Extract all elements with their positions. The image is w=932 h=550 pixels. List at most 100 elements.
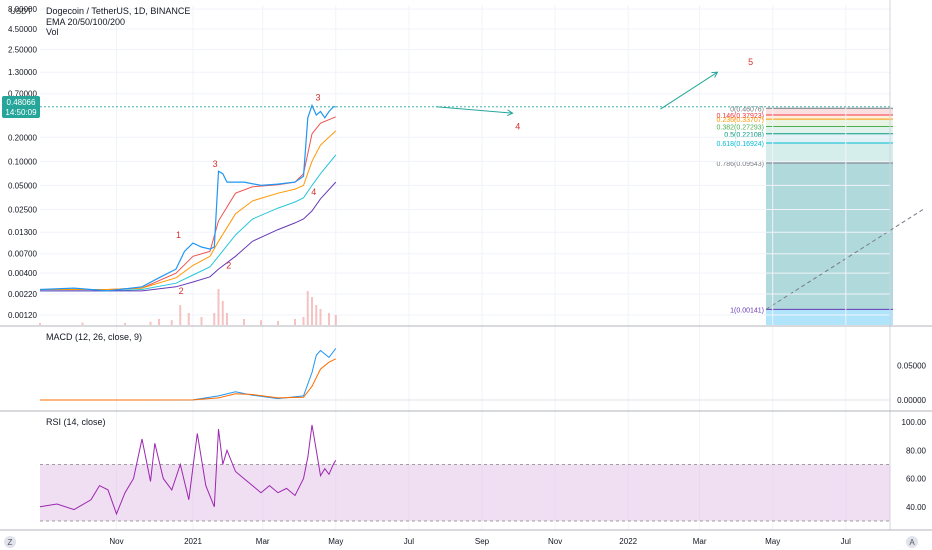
fib-label: 0.618(0.16924) xyxy=(717,141,764,148)
volume-bar xyxy=(213,313,216,325)
price-tick: 0.00400 xyxy=(8,269,37,278)
volume-bar xyxy=(170,320,173,325)
fib-band xyxy=(766,162,893,310)
time-axis: Nov 2021 Mar May Jul Sep Nov 2022 Mar May Jul xyxy=(109,537,851,546)
rsi-line xyxy=(39,424,337,516)
fib-band xyxy=(766,143,893,163)
price-tick: 4.50000 xyxy=(8,25,37,34)
price-badge: 0.48066 14:50:09 xyxy=(2,96,40,118)
macd-title: MACD (12, 26, close, 9) xyxy=(46,332,142,342)
volume-bar xyxy=(221,301,224,325)
price-tick: 0.70000 xyxy=(8,90,37,99)
wave-label: 4 xyxy=(311,187,316,197)
time-tick: May xyxy=(765,537,780,546)
ema-lines xyxy=(40,116,337,292)
time-tick: 2022 xyxy=(619,537,637,546)
rsi-tick: 80.00 xyxy=(906,446,927,455)
ema-legend: EMA 20/50/100/200 xyxy=(46,17,125,27)
fib-band xyxy=(766,115,893,120)
price-tick: 2.50000 xyxy=(8,46,37,55)
price-tick: 0.00120 xyxy=(8,311,37,320)
wave-label: 1 xyxy=(176,230,181,240)
goto-date-label: Z xyxy=(8,538,13,547)
signal-line xyxy=(39,358,337,401)
forecast-arrowhead xyxy=(506,109,514,117)
auto-scale-button[interactable]: A xyxy=(906,536,918,548)
fib-label: 0.382(0.27293) xyxy=(717,124,764,131)
fib-label: 0.5(0.22108) xyxy=(724,132,764,139)
volume-legend: Vol xyxy=(46,27,59,37)
time-tick: Mar xyxy=(693,537,707,546)
volume-bar xyxy=(302,317,305,325)
chart-title: Dogecoin / TetherUS, 1D, BINANCE xyxy=(46,6,190,16)
fib-label: 1(0.00141) xyxy=(730,307,764,314)
time-tick: Jul xyxy=(841,537,851,546)
volume-bar xyxy=(311,297,313,325)
volume-bar xyxy=(319,309,322,325)
macd-tick: 0.00000 xyxy=(897,396,926,405)
volume-bar xyxy=(158,319,160,325)
fib-band xyxy=(766,119,893,127)
macd-pane: 0.05000 0.00000 xyxy=(39,348,927,405)
volume-bar xyxy=(243,319,245,325)
price-tick: 0.00220 xyxy=(8,290,37,299)
rsi-tick: 40.00 xyxy=(906,503,927,512)
volume-bar xyxy=(315,305,318,325)
volume-bar xyxy=(149,321,152,325)
time-tick: 2021 xyxy=(184,537,202,546)
volume-bar xyxy=(200,317,203,325)
volume-bar xyxy=(328,313,330,325)
ema-line xyxy=(40,181,337,292)
volume-bar xyxy=(306,291,309,325)
price-tick: 0.05000 xyxy=(8,181,37,190)
price-grid xyxy=(0,0,932,531)
time-tick: Jul xyxy=(404,537,414,546)
volume-bar xyxy=(217,289,220,325)
volume-bar xyxy=(187,313,190,325)
price-badge-value: 0.48066 xyxy=(7,98,36,107)
time-tick: Mar xyxy=(256,537,270,546)
rsi-band xyxy=(40,464,890,521)
volume-bar xyxy=(39,323,41,325)
volume-bar xyxy=(260,320,262,325)
goto-date-button[interactable]: Z xyxy=(4,536,16,548)
price-tick: 0.10000 xyxy=(8,157,37,166)
macd-line xyxy=(39,348,337,401)
price-tick: 0.02500 xyxy=(8,206,37,215)
price-tick: 0.20000 xyxy=(8,133,37,142)
fib-label: 0.236(0.33707) xyxy=(717,117,764,124)
volume-bar xyxy=(226,313,228,325)
volume-bar xyxy=(334,315,337,325)
rsi-pane: 100.00 80.00 60.00 40.00 xyxy=(39,418,927,522)
fib-label: 0.146(0.37923) xyxy=(717,113,764,120)
rsi-tick: 100.00 xyxy=(902,418,927,427)
rsi-title: RSI (14, close) xyxy=(46,417,106,427)
price-tick: 8.00000 xyxy=(8,5,37,14)
wave-label: 5 xyxy=(748,57,753,67)
time-tick: Nov xyxy=(109,537,123,546)
price-line xyxy=(39,103,890,292)
volume-bars xyxy=(39,289,337,325)
fib-band xyxy=(766,126,893,134)
wave-label: 4 xyxy=(515,122,520,132)
time-tick: May xyxy=(328,537,343,546)
price-tick: 0.00700 xyxy=(8,250,37,259)
fib-trend-line xyxy=(765,209,924,310)
rsi-tick: 60.00 xyxy=(906,475,927,484)
wave-label: 2 xyxy=(179,286,184,296)
time-tick: Nov xyxy=(548,537,562,546)
price-tick: 0.01300 xyxy=(8,228,37,237)
macd-tick: 0.05000 xyxy=(897,362,926,371)
fib-label: 0.786(0.09543) xyxy=(717,161,764,168)
forecast-arrowhead xyxy=(711,71,719,78)
wave-label: 3 xyxy=(213,159,218,169)
currency-label: USDT xyxy=(10,7,32,16)
volume-bar xyxy=(81,322,84,325)
volume-bar xyxy=(179,305,182,325)
forecast-arrows xyxy=(436,71,719,117)
volume-bar xyxy=(277,321,279,325)
ema-line xyxy=(40,116,336,290)
wave-label: 2 xyxy=(226,260,231,270)
price-tick: 1.30000 xyxy=(8,68,37,77)
